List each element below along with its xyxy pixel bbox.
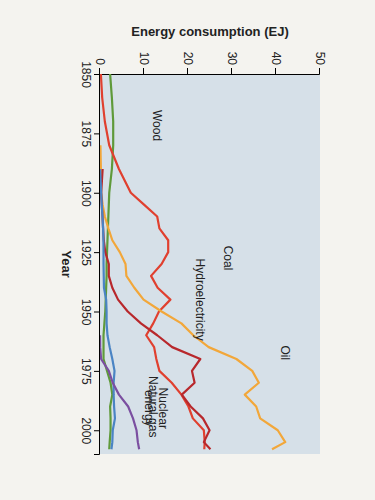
plot-background bbox=[100, 74, 320, 454]
y-axis-line bbox=[100, 68, 320, 75]
series-label: Coal bbox=[221, 246, 235, 271]
x-tick-mark bbox=[94, 193, 100, 194]
x-tick: 1950 bbox=[79, 299, 100, 326]
x-tick-mark bbox=[94, 74, 100, 75]
x-tick: 1850 bbox=[79, 61, 100, 88]
x-tick: 2000 bbox=[79, 417, 100, 444]
x-tick-label: 1875 bbox=[79, 121, 93, 148]
y-tick-mark bbox=[143, 68, 144, 74]
y-tick-label: 20 bbox=[181, 52, 195, 66]
series-label: Wood bbox=[150, 110, 164, 141]
y-tick-label: 0 bbox=[93, 58, 107, 65]
y-tick-mark bbox=[187, 68, 188, 74]
x-tick-mark bbox=[94, 312, 100, 313]
y-tick: 30 bbox=[225, 52, 239, 74]
y-axis-title: Energy consumption (EJ) bbox=[131, 24, 288, 39]
x-tick: 1875 bbox=[79, 121, 100, 148]
x-tick-label: 1900 bbox=[79, 180, 93, 207]
x-tick: 1975 bbox=[79, 358, 100, 385]
x-tick-label: 1925 bbox=[79, 239, 93, 266]
x-axis: 1850 1875 1900 1925 1950 1975 2000 bbox=[79, 61, 100, 454]
y-tick: 20 bbox=[181, 52, 195, 74]
y-tick-label: 30 bbox=[225, 52, 239, 66]
y-tick: 0 bbox=[93, 58, 107, 74]
x-tick-mark bbox=[94, 252, 100, 253]
x-tick-label: 1975 bbox=[79, 358, 93, 385]
series-label: Oil bbox=[278, 345, 292, 360]
y-tick: 40 bbox=[269, 52, 283, 74]
lines bbox=[100, 74, 285, 449]
y-tick-label: 50 bbox=[313, 52, 327, 66]
x-tick-label: 2000 bbox=[79, 417, 93, 444]
y-tick-mark bbox=[231, 68, 232, 74]
y-tick: 10 bbox=[137, 52, 151, 74]
x-axis-title: Year bbox=[59, 250, 74, 277]
y-tick-mark bbox=[99, 68, 100, 74]
series-label: Hydroelectricity bbox=[193, 259, 207, 341]
x-tick: 1900 bbox=[79, 180, 100, 207]
series-line bbox=[100, 335, 139, 449]
chart: 0 10 20 30 40 50 1850 1875 1900 1925 1950 1975 2000 E… bbox=[0, 0, 375, 500]
plot-group: 0 10 20 30 40 50 1850 1875 1900 1925 1950 1975 2000 E… bbox=[59, 24, 327, 455]
rotated-chart: 0 10 20 30 40 50 1850 1875 1900 1925 1950 1975 2000 E… bbox=[59, 24, 327, 455]
y-tick-mark bbox=[319, 68, 320, 74]
x-tick-label: 1950 bbox=[79, 299, 93, 326]
series-line bbox=[101, 169, 210, 449]
series-line bbox=[100, 169, 115, 449]
x-axis-line bbox=[94, 75, 100, 455]
y-tick-mark bbox=[275, 68, 276, 74]
y-tick-label: 40 bbox=[269, 52, 283, 66]
series-line bbox=[100, 145, 285, 449]
x-tick-label: 1850 bbox=[79, 61, 93, 88]
x-tick: 1925 bbox=[79, 239, 100, 266]
x-tick-mark bbox=[94, 133, 100, 134]
series-labels: WoodCoalOilNatural gasHydroelectricityNu… bbox=[142, 110, 292, 438]
y-axis: 0 10 20 30 40 50 bbox=[93, 52, 327, 75]
series-line bbox=[101, 74, 205, 449]
x-tick-mark bbox=[94, 371, 100, 372]
y-tick-label: 10 bbox=[137, 52, 151, 66]
series-label: Nuclearenergy bbox=[142, 388, 169, 429]
y-tick: 50 bbox=[313, 52, 327, 74]
x-tick-mark bbox=[94, 430, 100, 431]
